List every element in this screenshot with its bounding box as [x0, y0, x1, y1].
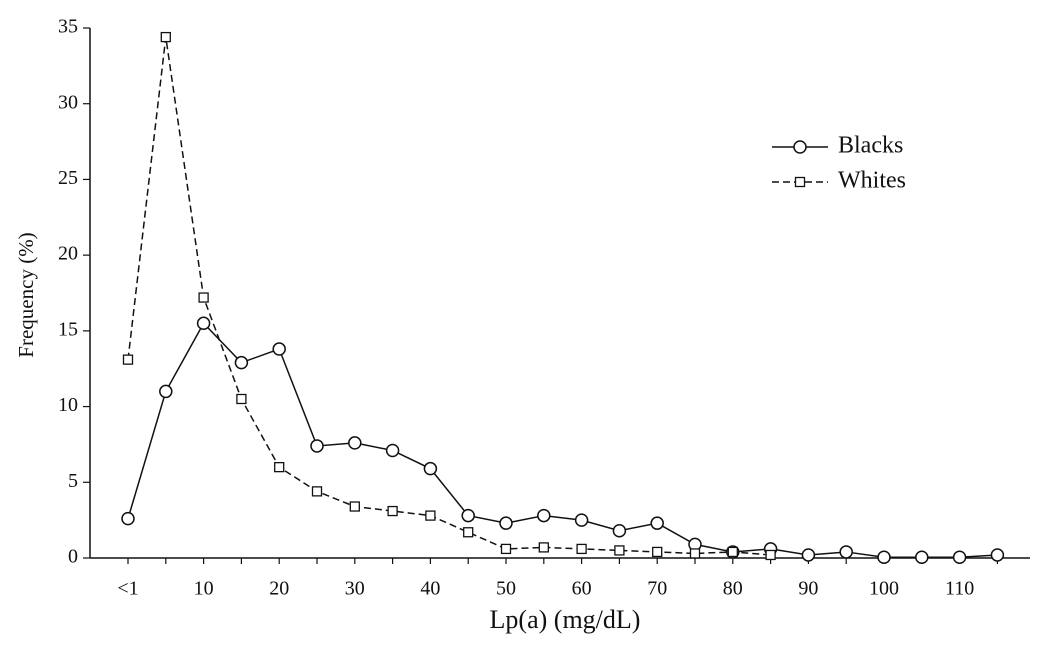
data-point — [990, 548, 1005, 562]
data-point — [652, 546, 663, 558]
data-point — [121, 511, 135, 526]
data-point — [425, 510, 436, 521]
y-tick-label: 15 — [58, 318, 78, 340]
x-tick-label: 80 — [723, 578, 743, 600]
data-point — [423, 461, 438, 476]
data-point — [122, 354, 134, 365]
x-tick-label: 40 — [420, 578, 440, 600]
data-point — [650, 516, 664, 530]
y-tick-label: 0 — [68, 546, 78, 568]
data-point — [311, 486, 323, 497]
data-point — [612, 523, 627, 538]
x-tick-label: 90 — [798, 578, 818, 600]
data-point — [538, 542, 549, 553]
data-point — [727, 546, 738, 558]
data-point — [877, 550, 891, 564]
legend-label: Whites — [838, 168, 906, 194]
data-point — [574, 513, 589, 527]
data-point — [499, 516, 513, 530]
x-tick-label: 10 — [194, 578, 214, 600]
data-point — [348, 436, 362, 450]
data-point — [274, 461, 285, 473]
data-point — [236, 393, 247, 405]
x-tick-label: 60 — [572, 578, 592, 600]
y-tick-label: 35 — [58, 16, 78, 38]
data-point — [461, 508, 475, 523]
data-point — [614, 545, 625, 556]
data-point — [576, 543, 587, 555]
data-point — [839, 545, 853, 559]
data-point — [160, 31, 171, 43]
x-tick-label: 30 — [345, 578, 365, 600]
data-point — [765, 549, 776, 561]
legend-label: Blacks — [838, 133, 903, 159]
data-point — [500, 543, 512, 555]
y-tick-label: 5 — [68, 470, 78, 492]
x-tick-label: 50 — [496, 578, 516, 600]
series-line — [127, 322, 998, 558]
data-point — [196, 316, 211, 331]
x-axis-title: Lp(a) (mg/dL) — [490, 605, 641, 634]
data-point — [198, 292, 209, 303]
data-point — [310, 439, 324, 453]
x-tick-label: <1 — [117, 578, 138, 600]
data-point — [387, 505, 398, 517]
series-line — [127, 36, 771, 556]
data-point — [537, 508, 551, 523]
x-tick-label: 70 — [647, 578, 667, 600]
legend-marker — [794, 176, 806, 188]
y-axis-title: Frequency (%) — [14, 232, 38, 357]
data-point — [272, 342, 286, 356]
data-point — [349, 501, 360, 512]
data-point — [801, 548, 816, 562]
y-tick-label: 20 — [58, 243, 78, 265]
x-tick-label: 20 — [269, 578, 289, 600]
x-tick-label: 110 — [945, 578, 974, 600]
data-point — [689, 548, 701, 559]
y-tick-label: 30 — [58, 91, 78, 113]
data-point — [952, 550, 967, 564]
data-point — [385, 443, 400, 458]
data-point — [159, 384, 173, 399]
y-tick-label: 25 — [58, 167, 78, 189]
legend-marker — [793, 140, 807, 154]
x-tick-label: 100 — [869, 578, 899, 600]
data-point — [915, 550, 929, 564]
data-point — [463, 527, 474, 538]
data-point — [234, 355, 249, 370]
y-tick-label: 10 — [58, 394, 78, 416]
